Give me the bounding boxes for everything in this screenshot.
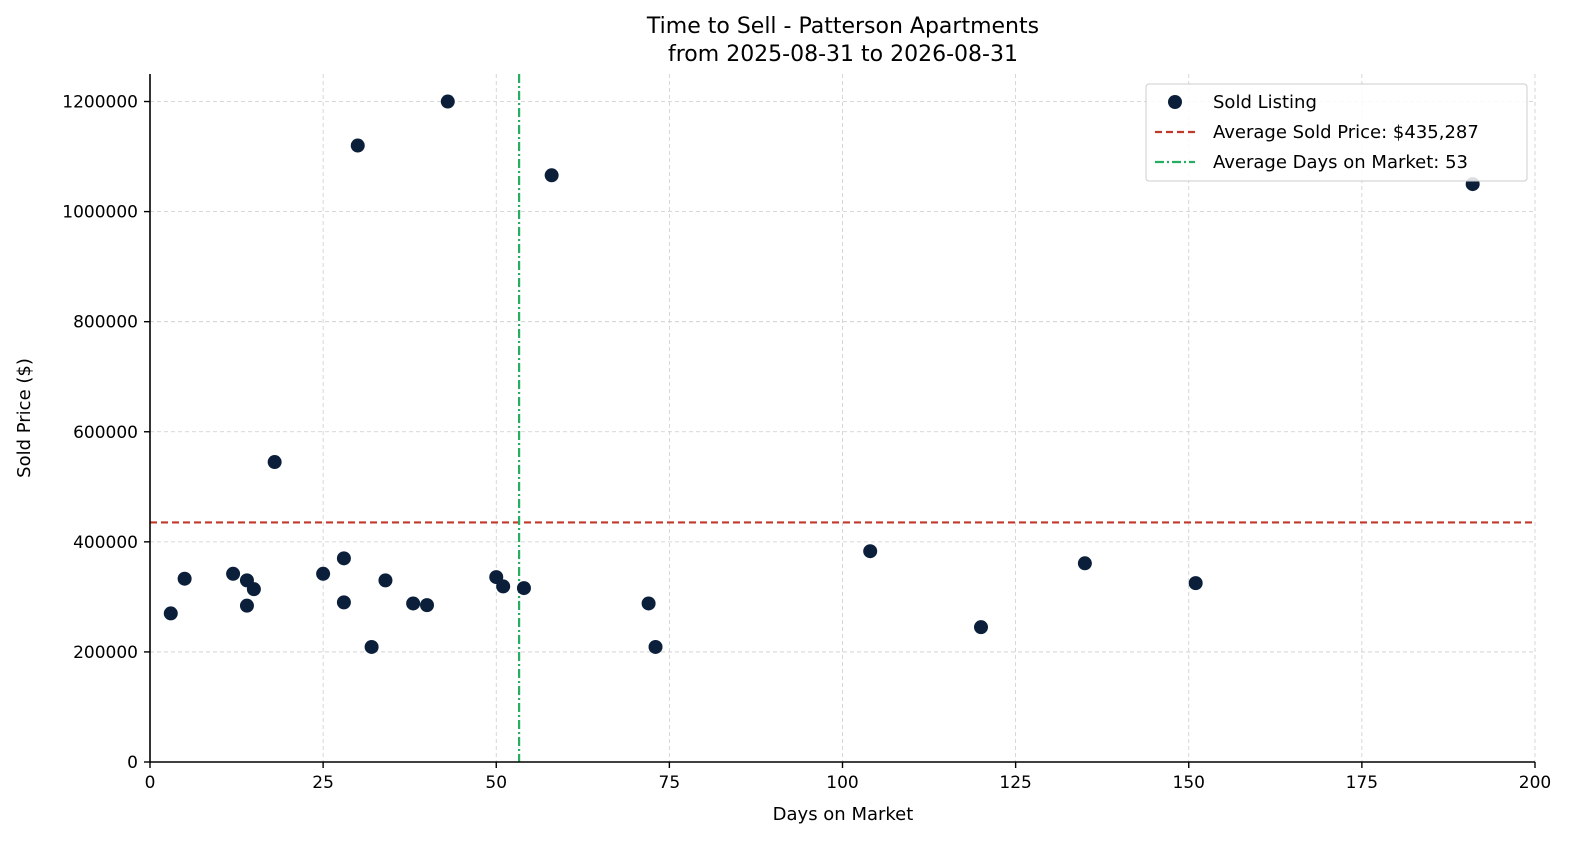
data-point (516, 581, 531, 596)
data-point (246, 582, 261, 597)
legend-label-avg-days: Average Days on Market: 53 (1213, 152, 1468, 173)
legend: Sold Listing Average Sold Price: $435,28… (1145, 83, 1528, 182)
data-point (364, 639, 379, 654)
legend-marker-sold-listing (1168, 95, 1182, 109)
data-point (239, 598, 254, 613)
x-axis-label: Days on Market (773, 804, 914, 825)
y-tick-label: 1000000 (62, 203, 138, 223)
data-point (350, 138, 365, 153)
data-point (406, 596, 421, 611)
y-tick-label: 800000 (73, 313, 138, 333)
y-tick-label: 600000 (73, 423, 138, 443)
data-point (163, 606, 178, 621)
axes: 0 25 50 75 100 125 150 175 200 0 200000 400000 60000… (62, 74, 1551, 793)
data-point (641, 596, 656, 611)
data-points (163, 94, 1480, 654)
data-point (544, 168, 559, 183)
y-tick-label: 400000 (73, 533, 138, 553)
data-point (316, 566, 331, 581)
data-point (336, 595, 351, 610)
x-tick-label: 200 (1519, 773, 1551, 793)
x-tick-label: 150 (1173, 773, 1205, 793)
data-point (496, 579, 511, 594)
data-point (226, 566, 241, 581)
reference-lines (150, 74, 1535, 762)
legend-label-avg-price: Average Sold Price: $435,287 (1213, 122, 1479, 143)
x-tick-label: 50 (485, 773, 507, 793)
legend-box (1145, 83, 1528, 182)
chart-subtitle: from 2025-08-31 to 2026-08-31 (668, 42, 1018, 67)
data-point (420, 598, 434, 613)
data-point (1077, 556, 1092, 571)
x-tick-label: 175 (1346, 773, 1378, 793)
data-point (974, 620, 988, 635)
y-axis-label: Sold Price ($) (14, 358, 35, 478)
chart-title: Time to Sell - Patterson Apartments (646, 14, 1039, 39)
legend-label-sold-listing: Sold Listing (1213, 92, 1317, 113)
y-tick-label: 1200000 (62, 93, 138, 113)
x-tick-label: 75 (659, 773, 681, 793)
data-point (648, 639, 663, 654)
data-point (177, 571, 192, 586)
data-point (378, 573, 393, 588)
x-tick-label: 125 (999, 773, 1031, 793)
data-point (440, 94, 455, 109)
y-tick-label: 200000 (73, 643, 138, 663)
y-tick-label: 0 (127, 753, 138, 773)
data-point (1188, 576, 1203, 591)
data-point (336, 551, 351, 566)
data-point (267, 455, 282, 470)
x-tick-label: 100 (826, 773, 858, 793)
x-tick-label: 25 (312, 773, 334, 793)
x-tick-label: 0 (145, 773, 156, 793)
data-point (863, 544, 878, 559)
